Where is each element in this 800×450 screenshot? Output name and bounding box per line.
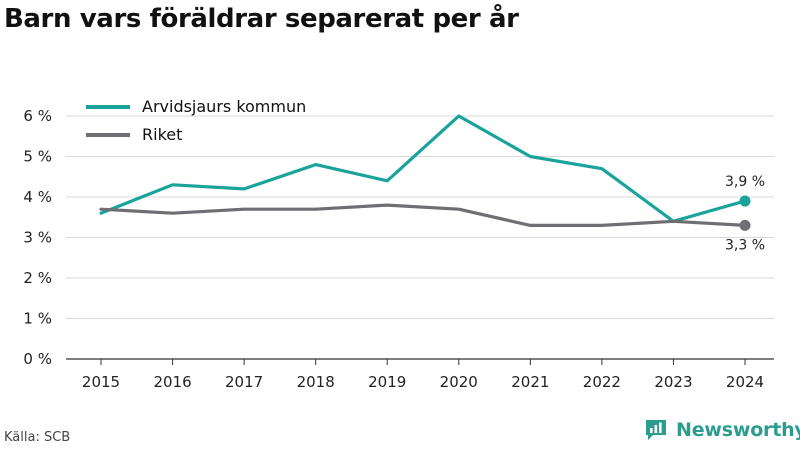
x-tick-label: 2022: [583, 373, 621, 391]
source-note: Källa: SCB: [4, 430, 71, 445]
y-tick-label: 3 %: [23, 229, 52, 247]
brand-logo: Newsworthy: [644, 418, 800, 442]
legend: Arvidsjaurs kommun Riket: [86, 97, 306, 144]
end-value-label: 3,3 %: [725, 237, 765, 253]
series-lines: 3,9 % 3,3 %: [99, 114, 765, 253]
series-line: [99, 114, 747, 223]
brand-name: Newsworthy: [676, 419, 800, 441]
end-point-marker: [739, 219, 751, 231]
y-axis-ticks: 0 % 1 % 2 % 3 % 4 % 5 % 6 %: [23, 107, 52, 368]
x-tick-label: 2023: [654, 373, 692, 391]
y-tick-label: 2 %: [23, 269, 52, 287]
chart-title: Barn vars föräldrar separerat per år: [4, 4, 519, 34]
x-tick-label: 2018: [297, 373, 335, 391]
series-line: [99, 203, 747, 227]
legend-label: Riket: [142, 125, 182, 144]
y-tick-label: 4 %: [23, 188, 52, 206]
x-tick-label: 2019: [368, 373, 406, 391]
legend-label: Arvidsjaurs kommun: [142, 97, 306, 116]
y-tick-label: 1 %: [23, 310, 52, 328]
x-tick-label: 2021: [511, 373, 549, 391]
y-tick-label: 5 %: [23, 148, 52, 166]
y-tick-label: 6 %: [23, 107, 52, 125]
grid-lines: [66, 115, 774, 319]
y-tick-label: 0 %: [23, 350, 52, 368]
x-tick-label: 2016: [153, 373, 191, 391]
x-tick-label: 2020: [440, 373, 478, 391]
x-tick-label: 2017: [225, 373, 263, 391]
newsworthy-logo-icon: [646, 420, 666, 440]
x-tick-label: 2024: [726, 373, 764, 391]
x-axis: 2015 2016 2017 2018 2019 2020 2021 2022 2023 2024: [66, 358, 774, 391]
x-tick-label: 2015: [82, 373, 120, 391]
end-value-label: 3,9 %: [725, 174, 765, 190]
end-point-marker: [739, 195, 751, 207]
